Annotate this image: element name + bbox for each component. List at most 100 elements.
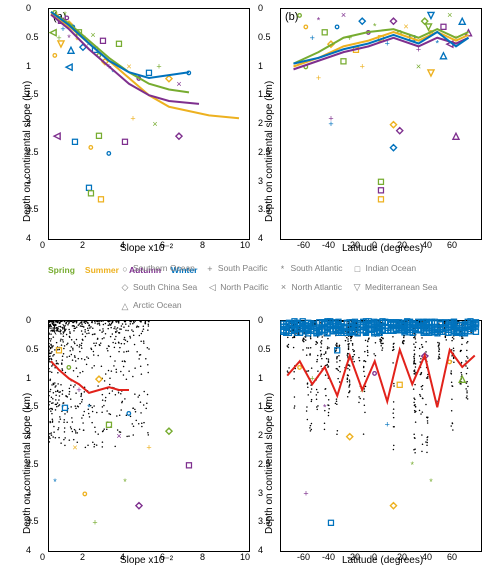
region-legend-item: *South Atlantic [278,262,343,276]
svg-text:*: * [123,477,127,487]
svg-text:×: × [90,30,95,40]
svg-text:□: □ [98,194,104,204]
svg-text:▽: ▽ [428,67,435,77]
svg-text:□: □ [186,460,192,470]
svg-text:◇: ◇ [390,500,397,510]
region-legend-item: △Arctic Ocean [120,299,182,313]
svg-text:○: ○ [297,10,302,20]
svg-text:*: * [67,33,71,43]
svg-text:◇: ◇ [396,125,403,135]
svg-text:□: □ [341,56,347,66]
season-legend-item: Summer [85,265,119,275]
svg-text:□: □ [72,136,78,146]
svg-text:◇: ◇ [390,16,397,26]
svg-text:▽: ▽ [428,10,435,20]
svg-text:*: * [53,477,57,487]
svg-text:△: △ [453,131,460,141]
svg-text:+: + [303,489,308,499]
region-legend-item: ◁North Pacific [207,280,268,294]
region-legend-item: ◇South China Sea [120,280,197,294]
svg-text:□: □ [106,420,112,430]
panel-b: (b) ○○+*□◇○×+□◇○*□+◇○×□+◇○*□×+△△○+++□◇◇◇… [280,8,482,240]
svg-text:○: ○ [335,21,340,31]
svg-text:×: × [152,119,157,129]
figure-container: (a) ○+×□*◇○□+×□○◇+*□×○□+◇×○*◁▽△◁□○□○□+×◇… [0,0,500,582]
svg-text:▽: ▽ [425,21,432,31]
svg-text:◇: ◇ [166,425,173,435]
svg-text:○: ○ [88,142,93,152]
svg-text:*: * [373,21,377,31]
svg-text:×: × [447,10,452,20]
svg-text:○: ○ [66,362,71,372]
region-legend-item: ×North Atlantic [278,280,342,294]
svg-text:×: × [116,431,121,441]
svg-text:+: + [130,113,135,123]
svg-text:○: ○ [106,148,111,158]
svg-text:△: △ [459,16,466,26]
svg-text:×: × [341,10,346,20]
season-legend-item: Spring [48,265,75,275]
svg-text:□: □ [100,36,106,46]
svg-text:△: △ [459,374,466,384]
svg-text:+: + [146,443,151,453]
svg-text:□: □ [122,136,128,146]
region-legend-item: □Indian Ocean [353,262,417,276]
region-legend: ○Southern Ocean +South Pacific *South Atla… [120,262,490,313]
panel-d: (d) □□□□□□□□□□□□□□□□□□□□□□□□□□□□□□□□□□□□… [280,320,482,552]
svg-text:◁: ◁ [54,131,61,141]
xlabel-c: Slope x10⁻² [120,555,173,566]
panel-a-plot: ○+×□*◇○□+×□○◇+*□×○□+◇×○*◁▽△◁□○□○□+×◇□□□+… [49,9,249,239]
svg-text:□: □ [328,517,334,527]
svg-text:+: + [310,33,315,43]
svg-text:×: × [416,62,421,72]
svg-text:+: + [385,420,390,430]
panel-b-plot: ○○+*□◇○×+□◇○*□+◇○×□+◇○*□×+△△○+++□◇◇◇×▽△□… [281,9,481,239]
svg-text:□: □ [441,21,447,31]
svg-text:*: * [87,402,91,412]
panel-c-plot: □○+*◇□×○+◇□*○+◇□×* [49,321,249,551]
svg-text:◇: ◇ [176,131,183,141]
svg-text:+: + [156,62,161,72]
svg-text:+: + [92,517,97,527]
svg-text:□: □ [146,67,152,77]
svg-text:◇: ◇ [96,374,103,384]
svg-text:*: * [317,16,321,26]
svg-text:*: * [435,39,439,49]
svg-text:□: □ [88,188,94,198]
svg-text:△: △ [440,50,447,60]
svg-text:◇: ◇ [359,16,366,26]
svg-text:□: □ [322,27,328,37]
region-legend-item: +South Pacific [205,262,268,276]
svg-text:□: □ [116,39,122,49]
svg-text:*: * [323,402,327,412]
svg-text:□: □ [56,345,62,355]
svg-text:△: △ [68,44,75,54]
region-legend-item: ○Southern Ocean [120,262,195,276]
svg-text:○: ○ [52,50,57,60]
svg-text:+: + [360,62,365,72]
region-legend-item: ▽Mediterranean Sea [352,280,437,294]
svg-text:×: × [72,443,77,453]
panel-a: (a) ○+×□*◇○□+×□○◇+*□×○□+◇×○*◁▽△◁□○□○□+×◇… [48,8,250,240]
svg-text:□: □ [96,131,102,141]
panel-c: (c) □○+*◇□×○+◇□*○+◇□×* [48,320,250,552]
svg-text:□: □ [473,326,479,336]
svg-text:□: □ [378,185,384,195]
svg-text:□: □ [378,194,384,204]
svg-text:◇: ◇ [390,142,397,152]
svg-text:×: × [403,21,408,31]
svg-text:×: × [176,79,181,89]
svg-text:◁: ◁ [66,62,73,72]
svg-text:*: * [429,477,433,487]
svg-text:□: □ [397,379,403,389]
svg-text:◇: ◇ [346,431,353,441]
svg-text:○: ○ [126,408,131,418]
panel-d-plot: □□□□□□□□□□□□□□□□□□□□□□□□□□□□□□□□□□□□□□□□… [281,321,481,551]
svg-text:*: * [410,460,414,470]
svg-text:○: ○ [82,489,87,499]
svg-text:○: ○ [303,21,308,31]
svg-text:◇: ◇ [136,500,143,510]
xlabel-a: Slope x10⁻² [120,243,173,254]
svg-text:□: □ [62,402,68,412]
svg-text:□: □ [335,345,341,355]
